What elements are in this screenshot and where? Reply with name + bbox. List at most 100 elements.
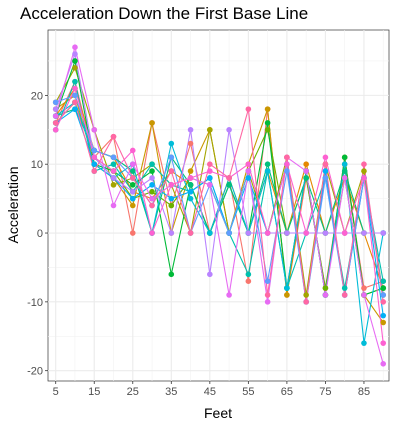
data-point xyxy=(341,230,348,236)
data-point xyxy=(303,230,309,236)
data-point xyxy=(72,65,78,71)
data-point xyxy=(149,195,155,202)
data-point xyxy=(226,292,232,298)
data-point xyxy=(168,202,175,209)
data-point xyxy=(341,292,348,298)
data-point xyxy=(187,195,194,202)
data-point xyxy=(187,168,194,174)
data-point xyxy=(149,168,155,174)
data-point xyxy=(168,154,175,161)
data-point xyxy=(303,168,309,174)
data-point xyxy=(129,202,136,209)
data-point xyxy=(284,161,290,168)
data-point xyxy=(245,278,252,285)
data-point xyxy=(52,106,59,112)
data-point xyxy=(245,230,252,236)
data-point xyxy=(52,120,59,126)
data-point xyxy=(322,230,329,236)
data-point xyxy=(341,175,348,181)
data-point xyxy=(72,92,78,99)
series-line xyxy=(55,86,384,344)
data-point xyxy=(361,168,367,174)
data-point xyxy=(149,202,155,209)
y-axis-title: Acceleration xyxy=(5,166,21,243)
data-point xyxy=(72,99,78,106)
data-point xyxy=(264,292,271,298)
x-tick-label: 75 xyxy=(319,386,331,398)
series-points xyxy=(52,44,387,367)
data-point xyxy=(341,168,348,174)
data-point xyxy=(380,299,387,305)
data-point xyxy=(52,113,59,119)
chart-title: Acceleration Down the First Base Line xyxy=(20,4,309,23)
y-tick-label: 20 xyxy=(31,90,43,102)
x-tick-label: 35 xyxy=(165,386,177,398)
data-point xyxy=(187,175,194,181)
data-point xyxy=(110,161,117,168)
data-point xyxy=(284,168,290,174)
data-point xyxy=(207,230,213,236)
data-point xyxy=(264,161,271,168)
data-point xyxy=(284,230,290,236)
data-point xyxy=(72,106,78,112)
data-point xyxy=(91,161,98,168)
data-point xyxy=(361,285,367,291)
data-point xyxy=(207,271,213,278)
y-tick-label: -20 xyxy=(27,366,43,378)
data-point xyxy=(129,147,136,154)
data-point xyxy=(110,182,117,188)
data-point xyxy=(361,161,367,168)
data-point xyxy=(72,51,78,57)
data-point xyxy=(341,154,348,161)
data-point xyxy=(264,106,271,112)
data-point xyxy=(264,168,271,174)
data-point xyxy=(245,168,252,174)
data-point xyxy=(361,175,367,181)
series-line xyxy=(55,51,384,275)
data-point xyxy=(72,44,78,51)
data-point xyxy=(72,78,78,85)
data-point xyxy=(284,292,290,298)
data-point xyxy=(207,161,213,168)
data-point xyxy=(129,195,136,202)
data-point xyxy=(226,182,232,188)
data-point xyxy=(303,292,309,298)
data-point xyxy=(168,230,175,236)
data-point xyxy=(187,230,194,236)
data-point xyxy=(322,168,329,174)
data-point xyxy=(361,340,367,346)
data-point xyxy=(52,99,59,106)
data-point xyxy=(52,126,59,133)
data-point xyxy=(361,230,367,236)
data-point xyxy=(168,271,175,278)
data-point xyxy=(380,278,387,285)
data-point xyxy=(303,299,309,305)
data-point xyxy=(149,120,155,126)
data-point xyxy=(149,188,155,195)
data-point xyxy=(207,175,213,181)
data-point xyxy=(284,154,290,161)
data-point xyxy=(110,168,117,174)
y-tick-label: 0 xyxy=(37,228,43,240)
data-point xyxy=(380,360,387,367)
data-point xyxy=(322,175,329,181)
x-tick-label: 55 xyxy=(242,386,254,398)
data-point xyxy=(264,126,271,133)
data-point xyxy=(129,230,136,236)
data-point xyxy=(91,154,98,161)
x-tick-label: 25 xyxy=(127,386,139,398)
data-point xyxy=(341,161,348,168)
x-axis-title: Feet xyxy=(204,405,232,421)
data-point xyxy=(129,182,136,188)
data-point xyxy=(322,292,329,298)
data-point xyxy=(72,58,78,64)
data-point xyxy=(380,312,387,319)
data-point xyxy=(187,140,194,147)
data-point xyxy=(245,175,252,181)
y-tick-label: -10 xyxy=(27,297,43,309)
x-tick-label: 45 xyxy=(204,386,216,398)
data-point xyxy=(129,161,136,168)
data-point xyxy=(245,271,252,278)
data-point xyxy=(380,285,387,291)
data-point xyxy=(72,85,78,92)
